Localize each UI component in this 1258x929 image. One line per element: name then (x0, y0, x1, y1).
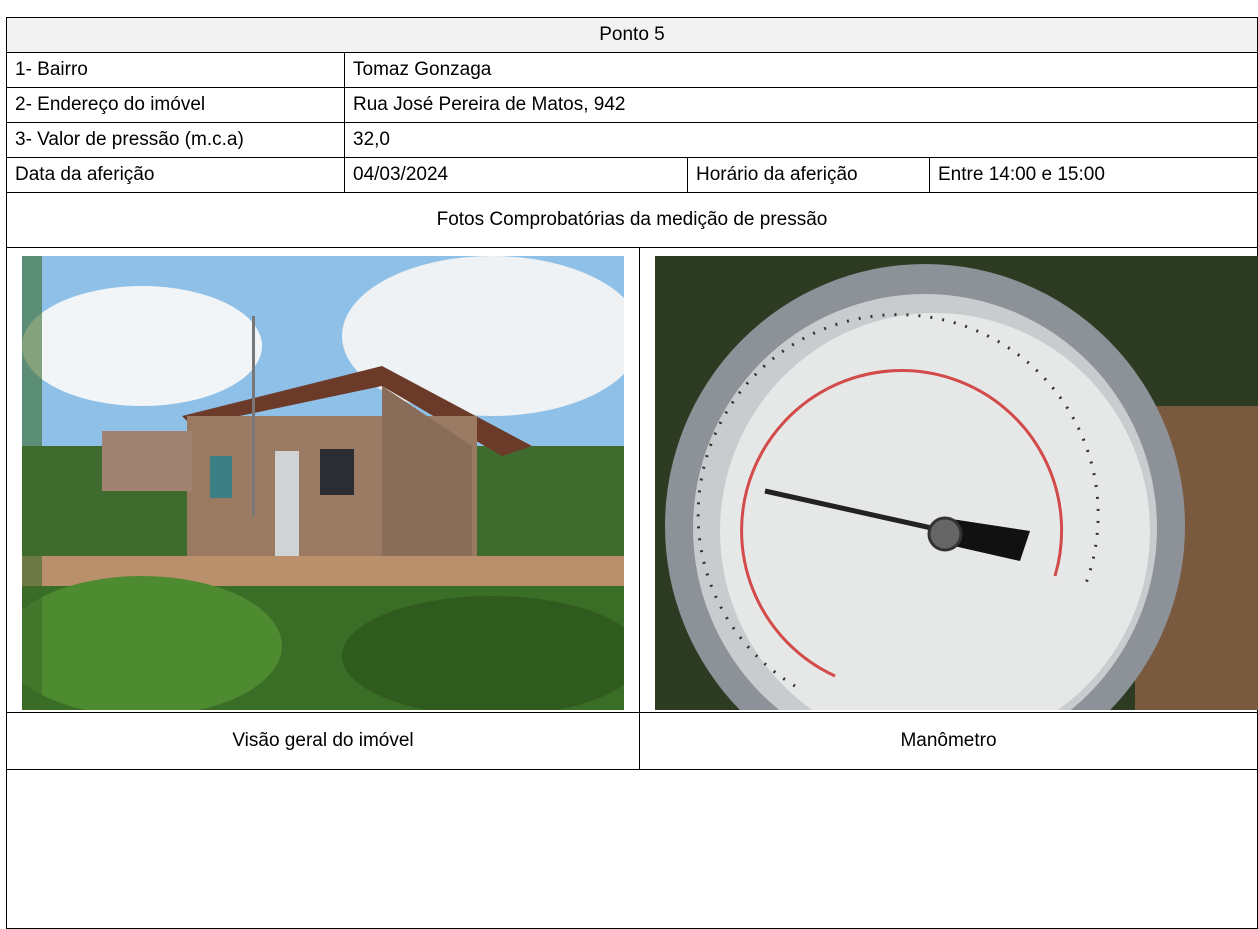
label: Data da aferição (15, 164, 154, 186)
gauge-photo (655, 256, 1258, 710)
label-cell: 1- Bairro (6, 52, 345, 88)
photos-title-cell: Fotos Comprobatórias da medição de press… (6, 192, 1258, 248)
value-cell: Rua José Pereira de Matos, 942 (344, 87, 1258, 123)
label-cell: Horário da aferição (687, 157, 930, 193)
label: 2- Endereço do imóvel (15, 94, 205, 116)
value: Entre 14:00 e 15:00 (938, 164, 1105, 186)
caption: Manômetro (900, 730, 996, 752)
label-cell: Data da aferição (6, 157, 345, 193)
title: Ponto 5 (599, 24, 665, 46)
value-cell: 32,0 (344, 122, 1258, 158)
house-photo (22, 256, 624, 710)
value: 04/03/2024 (353, 164, 448, 186)
value: 32,0 (353, 129, 390, 151)
empty-cell (6, 769, 1258, 929)
label-cell: 3- Valor de pressão (m.c.a) (6, 122, 345, 158)
title-cell: Ponto 5 (6, 17, 1258, 53)
value: Rua José Pereira de Matos, 942 (353, 94, 626, 116)
label: Horário da aferição (696, 164, 858, 186)
label: 3- Valor de pressão (m.c.a) (15, 129, 244, 151)
label-cell: 2- Endereço do imóvel (6, 87, 345, 123)
label: 1- Bairro (15, 59, 88, 81)
value: Tomaz Gonzaga (353, 59, 491, 81)
value-cell: Entre 14:00 e 15:00 (929, 157, 1258, 193)
value-cell: Tomaz Gonzaga (344, 52, 1258, 88)
value-cell: 04/03/2024 (344, 157, 688, 193)
caption-cell: Visão geral do imóvel (6, 712, 640, 770)
document: Ponto 5 1- Bairro Tomaz Gonzaga 2- Ender… (0, 0, 1258, 916)
caption-cell: Manômetro (639, 712, 1258, 770)
photos-title: Fotos Comprobatórias da medição de press… (437, 209, 828, 231)
caption: Visão geral do imóvel (232, 730, 413, 752)
